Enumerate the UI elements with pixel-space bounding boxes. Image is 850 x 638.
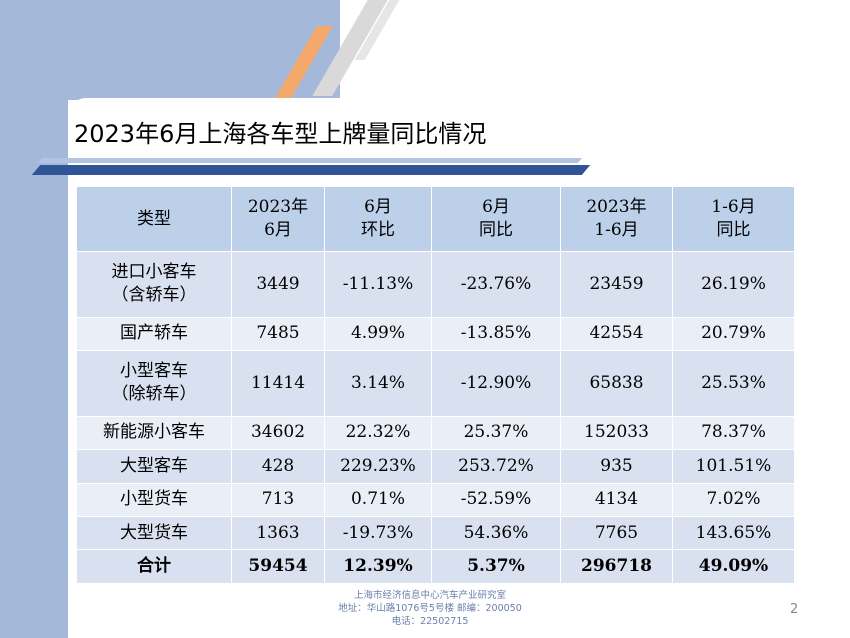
column-header-label: 6月 [364, 197, 392, 218]
cell-h1-yoy: 78.37% [672, 415, 795, 451]
cell-jun-yoy: 54.36% [431, 515, 561, 551]
cell-h1-yoy: 7.02% [672, 482, 795, 517]
table-header: 类型 2023年 6月 6月 环比 6月 同比 2023年 1-6月 1-6月 同比 [76, 186, 795, 252]
table-body: 进口小客车 （含轿车） 3449 -11.13% -23.76% 23459 26.19% 国… [76, 251, 795, 584]
vehicle-type-label: （除轿车） [111, 384, 197, 405]
column-header-label: 同比 [479, 220, 513, 240]
cell-jun-mom: -11.13% [324, 251, 432, 318]
cell-h1-2023: 935 [560, 449, 673, 484]
table-row: 小型客车 （除轿车） 11414 3.14% -12.90% 65838 25.53% [76, 350, 795, 417]
cell-jun-yoy: 253.72% [431, 449, 561, 484]
cell-jun-mom: 229.23% [324, 449, 432, 484]
column-header-label: 2023年 [247, 197, 309, 218]
cell-jun-yoy: -12.90% [431, 350, 561, 417]
footer-organization: 上海市经济信息中心汽车产业研究室 [353, 590, 506, 601]
vehicle-type-cell: 新能源小客车 [76, 415, 232, 451]
cell-h1-2023: 296718 [560, 549, 673, 584]
vehicle-type-cell: 国产轿车 [76, 316, 232, 352]
column-header-label: 6月 [482, 197, 510, 218]
left-decor-band [0, 0, 68, 638]
column-header: 类型 [76, 186, 232, 252]
vehicle-type-label: 小型货车 [120, 489, 188, 510]
cell-h1-yoy: 20.79% [672, 316, 795, 352]
column-header: 6月 环比 [324, 186, 432, 252]
column-header-label: 1-6月 [594, 220, 639, 240]
vehicle-type-cell: 小型货车 [76, 482, 232, 517]
cell-h1-yoy: 143.65% [672, 515, 795, 551]
title-divider-light [37, 158, 583, 163]
table-row: 国产轿车 7485 4.99% -13.85% 42554 20.79% [76, 316, 795, 352]
cell-h1-2023: 65838 [560, 350, 673, 417]
vehicle-type-label: （含轿车） [111, 285, 197, 306]
column-header-label: 类型 [137, 208, 171, 229]
column-header-label: 1-6月 [711, 197, 756, 218]
table-total-row: 合计 59454 12.39% 5.37% 296718 49.09% [76, 549, 795, 584]
cell-jun-yoy: 5.37% [431, 549, 561, 584]
cell-jun-2023: 428 [231, 449, 325, 484]
footer-phone: 电话：22502715 [391, 615, 469, 627]
table-header-row: 类型 2023年 6月 6月 环比 6月 同比 2023年 1-6月 1-6月 同比 [76, 186, 795, 252]
column-header: 1-6月 同比 [672, 186, 795, 252]
cell-h1-2023: 4134 [560, 482, 673, 517]
cell-h1-yoy: 26.19% [672, 251, 795, 318]
cell-jun-2023: 59454 [231, 549, 325, 584]
title-card [68, 98, 850, 168]
column-header-label: 2023年 [586, 197, 647, 218]
column-header: 6月 同比 [431, 186, 561, 252]
vehicle-type-cell: 小型客车 （除轿车） [76, 350, 232, 417]
cell-jun-yoy: 25.37% [431, 415, 561, 451]
footer-address: 地址：华山路1076号5号楼 邮编：200050 [338, 602, 522, 614]
cell-h1-2023: 7765 [560, 515, 673, 551]
vehicle-type-cell: 大型客车 [76, 449, 232, 484]
vehicle-type-label: 小型客车 [120, 361, 188, 382]
cell-h1-2023: 42554 [560, 316, 673, 352]
cell-h1-yoy: 101.51% [672, 449, 795, 484]
cell-jun-2023: 1363 [231, 515, 325, 551]
cell-jun-mom: 22.32% [324, 415, 432, 451]
table-row: 小型货车 713 0.71% -52.59% 4134 7.02% [76, 482, 795, 517]
column-header-label: 同比 [716, 220, 751, 240]
column-header: 2023年 1-6月 [560, 186, 673, 252]
title-divider-dark [31, 165, 591, 175]
vehicle-type-label: 大型客车 [120, 455, 188, 476]
page-title: 2023年6月上海各车型上牌量同比情况 [74, 120, 487, 148]
column-header: 2023年 6月 [231, 186, 325, 252]
registration-table: 类型 2023年 6月 6月 环比 6月 同比 2023年 1-6月 1-6月 同比 进口小客车 （含… [76, 186, 795, 584]
table-row: 大型客车 428 229.23% 253.72% 935 101.51% [76, 449, 795, 484]
vehicle-type-label: 合计 [137, 556, 171, 577]
table-row: 新能源小客车 34602 22.32% 25.37% 152033 78.37% [76, 415, 795, 451]
cell-jun-2023: 3449 [231, 251, 325, 318]
cell-jun-mom: 12.39% [324, 549, 432, 584]
vehicle-type-label: 国产轿车 [120, 323, 188, 344]
cell-jun-yoy: -23.76% [431, 251, 561, 318]
cell-jun-yoy: -13.85% [431, 316, 561, 352]
vehicle-type-cell: 进口小客车 （含轿车） [76, 251, 232, 318]
cell-h1-2023: 152033 [560, 415, 673, 451]
column-header-label: 环比 [361, 220, 395, 240]
footer-info: 上海市经济信息中心汽车产业研究室 地址：华山路1076号5号楼 邮编：20005… [300, 590, 560, 628]
cell-jun-mom: 0.71% [324, 482, 432, 517]
cell-jun-2023: 11414 [231, 350, 325, 417]
vehicle-type-cell: 合计 [76, 549, 232, 584]
cell-jun-mom: 3.14% [324, 350, 432, 417]
cell-jun-mom: 4.99% [324, 316, 432, 352]
vehicle-type-label: 进口小客车 [111, 262, 197, 283]
vehicle-type-cell: 大型货车 [76, 515, 232, 551]
cell-jun-mom: -19.73% [324, 515, 432, 551]
page-number: 2 [790, 602, 799, 617]
cell-h1-2023: 23459 [560, 251, 673, 318]
vehicle-type-label: 大型货车 [120, 522, 188, 543]
cell-jun-yoy: -52.59% [431, 482, 561, 517]
vehicle-type-label: 新能源小客车 [103, 422, 205, 443]
cell-h1-yoy: 49.09% [672, 549, 795, 584]
cell-jun-2023: 34602 [231, 415, 325, 451]
cell-h1-yoy: 25.53% [672, 350, 795, 417]
cell-jun-2023: 7485 [231, 316, 325, 352]
table-row: 进口小客车 （含轿车） 3449 -11.13% -23.76% 23459 26.19% [76, 251, 795, 318]
column-header-label: 6月 [264, 220, 292, 240]
cell-jun-2023: 713 [231, 482, 325, 517]
table-row: 大型货车 1363 -19.73% 54.36% 7765 143.65% [76, 515, 795, 551]
